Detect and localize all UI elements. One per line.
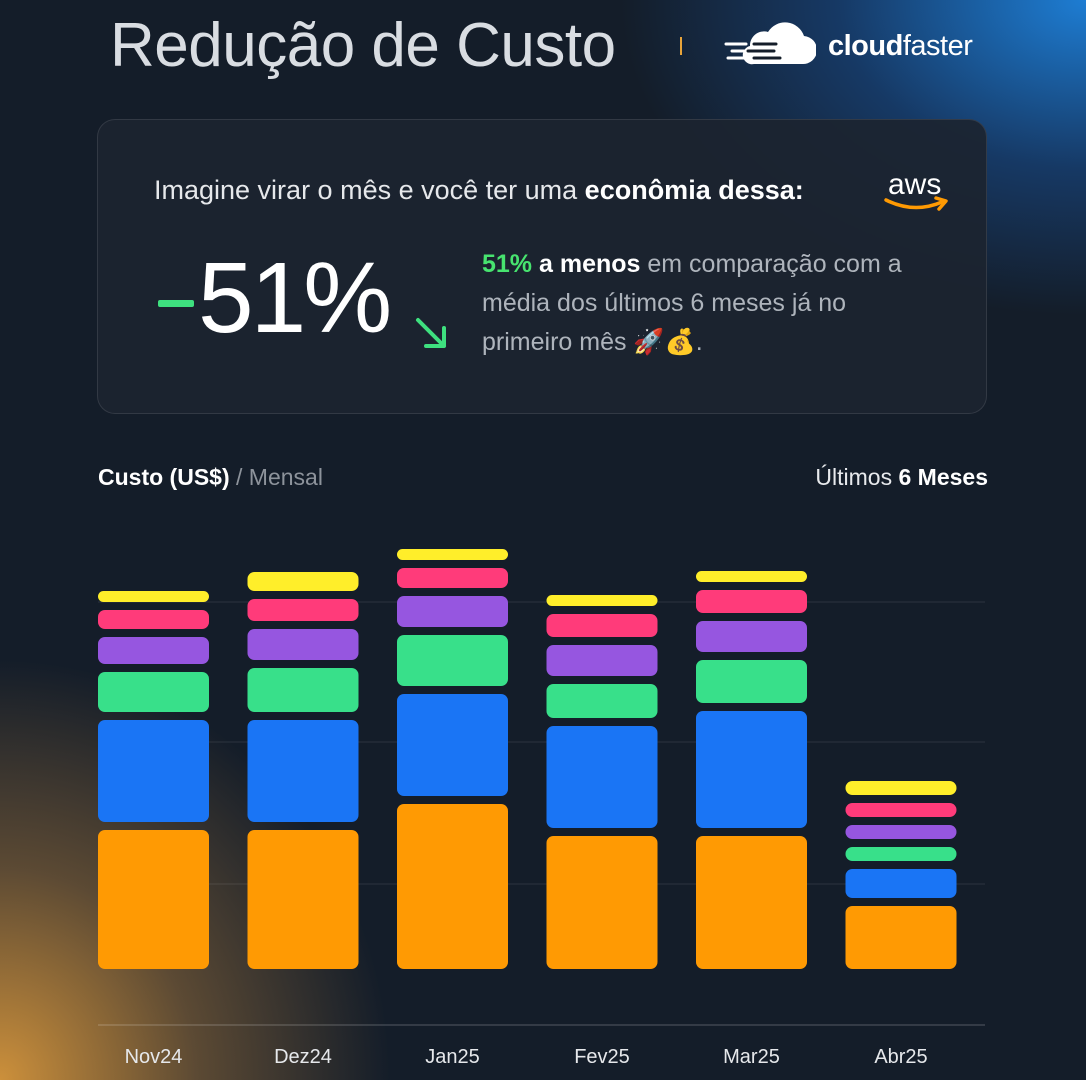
x-tick-label: Dez24 bbox=[274, 1046, 332, 1068]
desc-end: . bbox=[695, 328, 703, 356]
chart-period: Últimos 6 Meses bbox=[815, 464, 988, 491]
bar-segment-abr25-2 bbox=[845, 847, 957, 861]
x-tick-label: Fev25 bbox=[574, 1046, 630, 1068]
bar-segment-nov24-5 bbox=[98, 591, 209, 602]
card-headline-bold: econômia dessa: bbox=[584, 175, 804, 205]
chart-title-light: / Mensal bbox=[229, 464, 323, 490]
desc-text: em comparação com a média dos últimos 6 … bbox=[482, 250, 902, 356]
x-tick-label: Mar25 bbox=[723, 1046, 780, 1068]
desc-emoji: 🚀💰 bbox=[633, 328, 696, 356]
bar-segment-fev25-4 bbox=[546, 614, 658, 637]
bar-segment-fev25-0 bbox=[546, 836, 658, 969]
bar-segment-mar25-1 bbox=[696, 711, 807, 828]
bar-segment-mar25-2 bbox=[696, 660, 807, 703]
bar-segment-nov24-4 bbox=[98, 610, 209, 629]
brand-name-bold: cloud bbox=[828, 30, 903, 62]
bar-segment-fev25-3 bbox=[546, 645, 658, 676]
bar-segment-dez24-3 bbox=[247, 629, 359, 660]
bar-segment-mar25-3 bbox=[696, 621, 807, 652]
bar-segment-mar25-4 bbox=[696, 590, 807, 613]
reduction-percentage: 51% bbox=[198, 242, 392, 354]
bar-segment-mar25-5 bbox=[696, 571, 807, 582]
arrow-down-right-icon bbox=[416, 318, 446, 348]
bar-segment-nov24-3 bbox=[98, 637, 209, 664]
bar-segment-abr25-0 bbox=[845, 906, 957, 969]
chart-period-bold: 6 Meses bbox=[898, 464, 988, 490]
x-tick-label: Abr25 bbox=[874, 1046, 927, 1068]
page-title: Redução de Custo bbox=[110, 11, 616, 80]
bar-segment-jan25-3 bbox=[397, 596, 508, 627]
chart-title: Custo (US$) / Mensal bbox=[98, 464, 323, 491]
card-headline: Imagine virar o mês e você ter uma econô… bbox=[154, 175, 804, 206]
header-divider bbox=[680, 37, 682, 55]
bar-segment-nov24-0 bbox=[98, 830, 209, 969]
card-description: 51% a menos em comparação com a média do… bbox=[482, 245, 942, 362]
bar-segment-abr25-5 bbox=[845, 781, 957, 795]
bar-segment-jan25-2 bbox=[397, 635, 508, 686]
bar-segment-jan25-0 bbox=[397, 804, 508, 969]
bar-segment-dez24-5 bbox=[247, 572, 359, 591]
x-tick-label: Jan25 bbox=[425, 1046, 480, 1068]
bar-segment-fev25-1 bbox=[546, 726, 658, 828]
bar-segment-abr25-3 bbox=[845, 825, 957, 839]
bar-segment-fev25-2 bbox=[546, 684, 658, 718]
bar-segment-dez24-0 bbox=[247, 830, 359, 969]
aws-logo-text: aws bbox=[888, 168, 941, 201]
x-tick-label: Nov24 bbox=[125, 1046, 183, 1068]
bar-segment-nov24-1 bbox=[98, 720, 209, 822]
bar-segment-jan25-4 bbox=[397, 568, 508, 588]
bar-segment-jan25-5 bbox=[397, 549, 508, 560]
chart-period-text: Últimos bbox=[815, 464, 899, 490]
cloud-logo-icon bbox=[724, 22, 816, 65]
bar-segment-abr25-1 bbox=[845, 869, 957, 898]
aws-logo-icon: aws bbox=[884, 168, 948, 211]
bar-segment-mar25-0 bbox=[696, 836, 807, 969]
bar-segment-dez24-2 bbox=[247, 668, 359, 712]
savings-card bbox=[97, 119, 987, 414]
bar-segment-fev25-5 bbox=[546, 595, 658, 606]
brand-name: cloudfaster bbox=[828, 30, 973, 63]
desc-bold: a menos bbox=[532, 250, 641, 278]
bar-segment-dez24-4 bbox=[247, 599, 359, 621]
desc-percentage: 51% bbox=[482, 250, 533, 278]
card-headline-text: Imagine virar o mês e você ter uma bbox=[154, 175, 585, 205]
brand-name-light: faster bbox=[902, 30, 973, 62]
bar-segment-nov24-2 bbox=[98, 672, 209, 712]
chart-title-bold: Custo (US$) bbox=[98, 464, 230, 490]
minus-sign bbox=[158, 300, 194, 307]
bar-segment-jan25-1 bbox=[397, 694, 508, 796]
bar-segment-dez24-1 bbox=[247, 720, 359, 822]
bar-segment-abr25-4 bbox=[845, 803, 957, 817]
